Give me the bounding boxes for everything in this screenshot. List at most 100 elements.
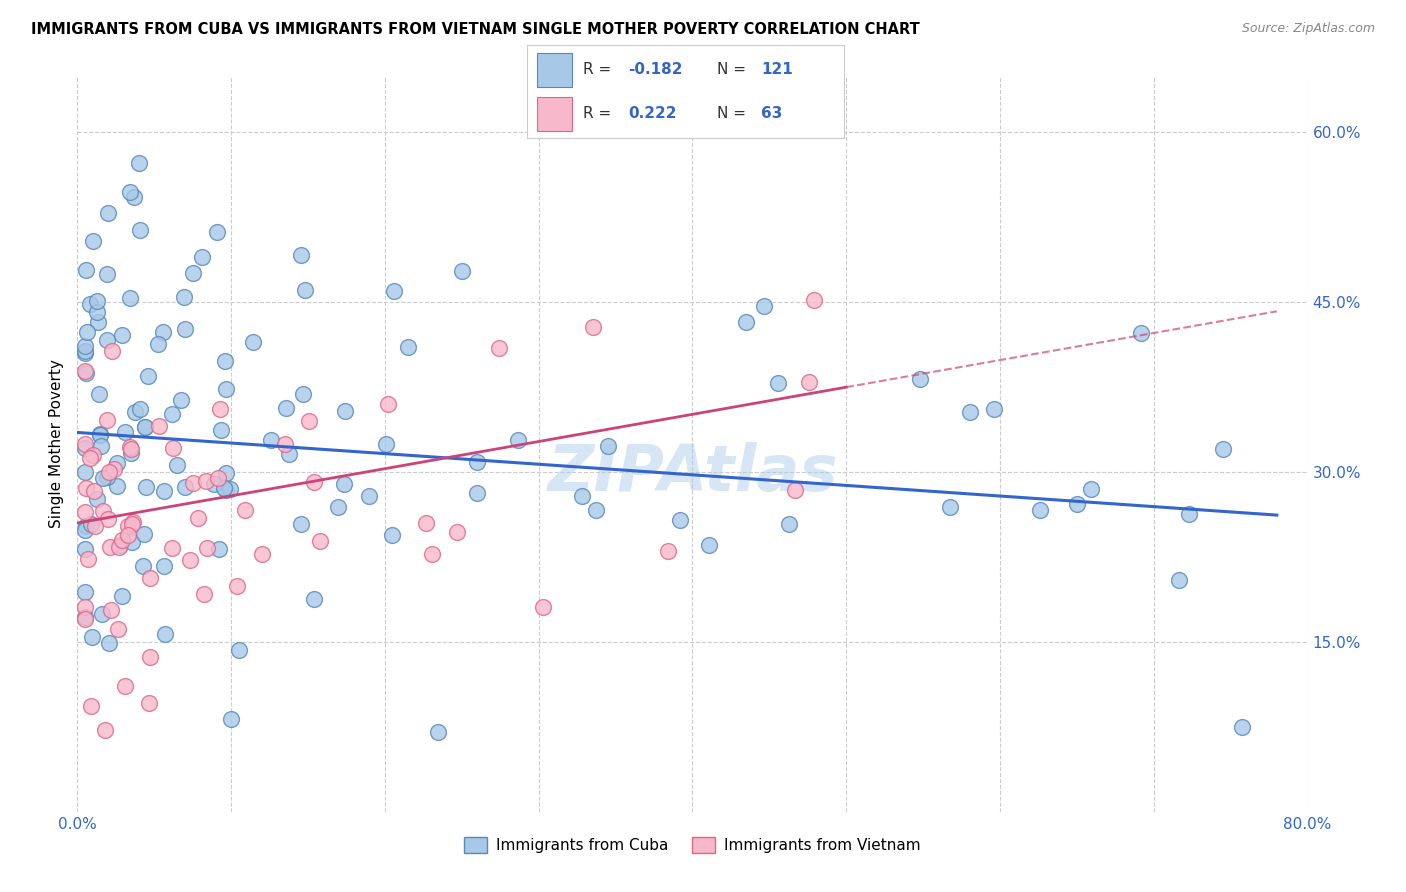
Point [420, 547, 443, 561]
Point [96, 413, 118, 427]
Point [302, 591, 325, 606]
Point [135, 480, 157, 494]
Point [107, 479, 129, 493]
Point [939, 500, 962, 514]
Point [90, 439, 112, 453]
Point [134, 419, 156, 434]
Point [181, 475, 204, 490]
Text: 121: 121 [762, 62, 793, 78]
Point [111, 533, 134, 547]
Point [146, 337, 169, 351]
Point [1168, 574, 1191, 588]
Point [908, 371, 931, 385]
Point [121, 535, 143, 549]
Point [73, 338, 96, 352]
Point [668, 513, 690, 527]
Point [596, 439, 619, 453]
Point [735, 315, 758, 329]
Point [75, 481, 97, 495]
Point [117, 519, 139, 533]
Point [120, 185, 142, 199]
Point [134, 419, 156, 434]
Point [96, 267, 118, 281]
Point [983, 402, 1005, 417]
Point [107, 623, 129, 637]
Point [166, 458, 188, 472]
Point [209, 402, 232, 417]
Point [124, 404, 146, 418]
Text: ZIPAtlas: ZIPAtlas [547, 442, 838, 504]
Point [531, 599, 554, 614]
Point [450, 264, 472, 278]
Point [209, 423, 232, 437]
Point [174, 321, 197, 335]
Point [101, 344, 124, 359]
Point [697, 538, 720, 552]
Text: IMMIGRANTS FROM CUBA VS IMMIGRANTS FROM VIETNAM SINGLE MOTHER POVERTY CORRELATIO: IMMIGRANTS FROM CUBA VS IMMIGRANTS FROM … [31, 22, 920, 37]
Point [132, 559, 155, 574]
Point [194, 475, 217, 489]
Point [959, 405, 981, 419]
Point [202, 477, 225, 491]
Text: N =: N = [717, 106, 751, 121]
Point [120, 446, 142, 460]
Point [120, 291, 142, 305]
Point [82, 448, 104, 462]
Point [75, 367, 97, 381]
Point [207, 471, 229, 485]
Point [136, 369, 159, 384]
Point [214, 467, 236, 481]
Text: R =: R = [582, 106, 616, 121]
Point [415, 516, 437, 530]
Y-axis label: Single Mother Poverty: Single Mother Poverty [49, 359, 65, 528]
Point [162, 441, 184, 455]
Point [153, 626, 176, 640]
Point [233, 503, 256, 517]
Point [290, 517, 312, 532]
FancyBboxPatch shape [537, 53, 571, 87]
Point [73, 343, 96, 358]
Point [193, 587, 215, 601]
Point [114, 679, 136, 693]
Point [190, 250, 212, 264]
Point [214, 354, 236, 368]
Point [73, 364, 96, 378]
Point [160, 541, 183, 555]
Point [86, 491, 108, 506]
Point [294, 283, 316, 297]
Point [76, 326, 98, 340]
Text: N =: N = [717, 62, 751, 78]
FancyBboxPatch shape [537, 97, 571, 131]
Point [582, 320, 605, 334]
Point [152, 484, 174, 499]
Point [80, 698, 103, 713]
Point [205, 225, 228, 239]
Text: 0.222: 0.222 [628, 106, 676, 121]
Point [785, 483, 807, 497]
Point [384, 284, 406, 298]
Point [108, 540, 131, 554]
Point [187, 511, 209, 525]
Point [179, 552, 201, 566]
Point [160, 407, 183, 421]
Point [79, 450, 101, 465]
Point [215, 382, 238, 396]
Point [82, 234, 104, 248]
Point [326, 500, 349, 515]
Point [87, 387, 110, 401]
Point [465, 455, 488, 469]
Point [79, 297, 101, 311]
Point [73, 523, 96, 537]
Point [779, 516, 801, 531]
Point [128, 156, 150, 170]
Point [290, 248, 312, 262]
Point [139, 649, 162, 664]
Point [84, 519, 107, 533]
Point [139, 571, 162, 585]
Point [73, 612, 96, 626]
Point [803, 293, 825, 307]
Point [98, 636, 121, 650]
Point [100, 602, 122, 616]
Point [260, 433, 283, 447]
Point [276, 401, 298, 416]
